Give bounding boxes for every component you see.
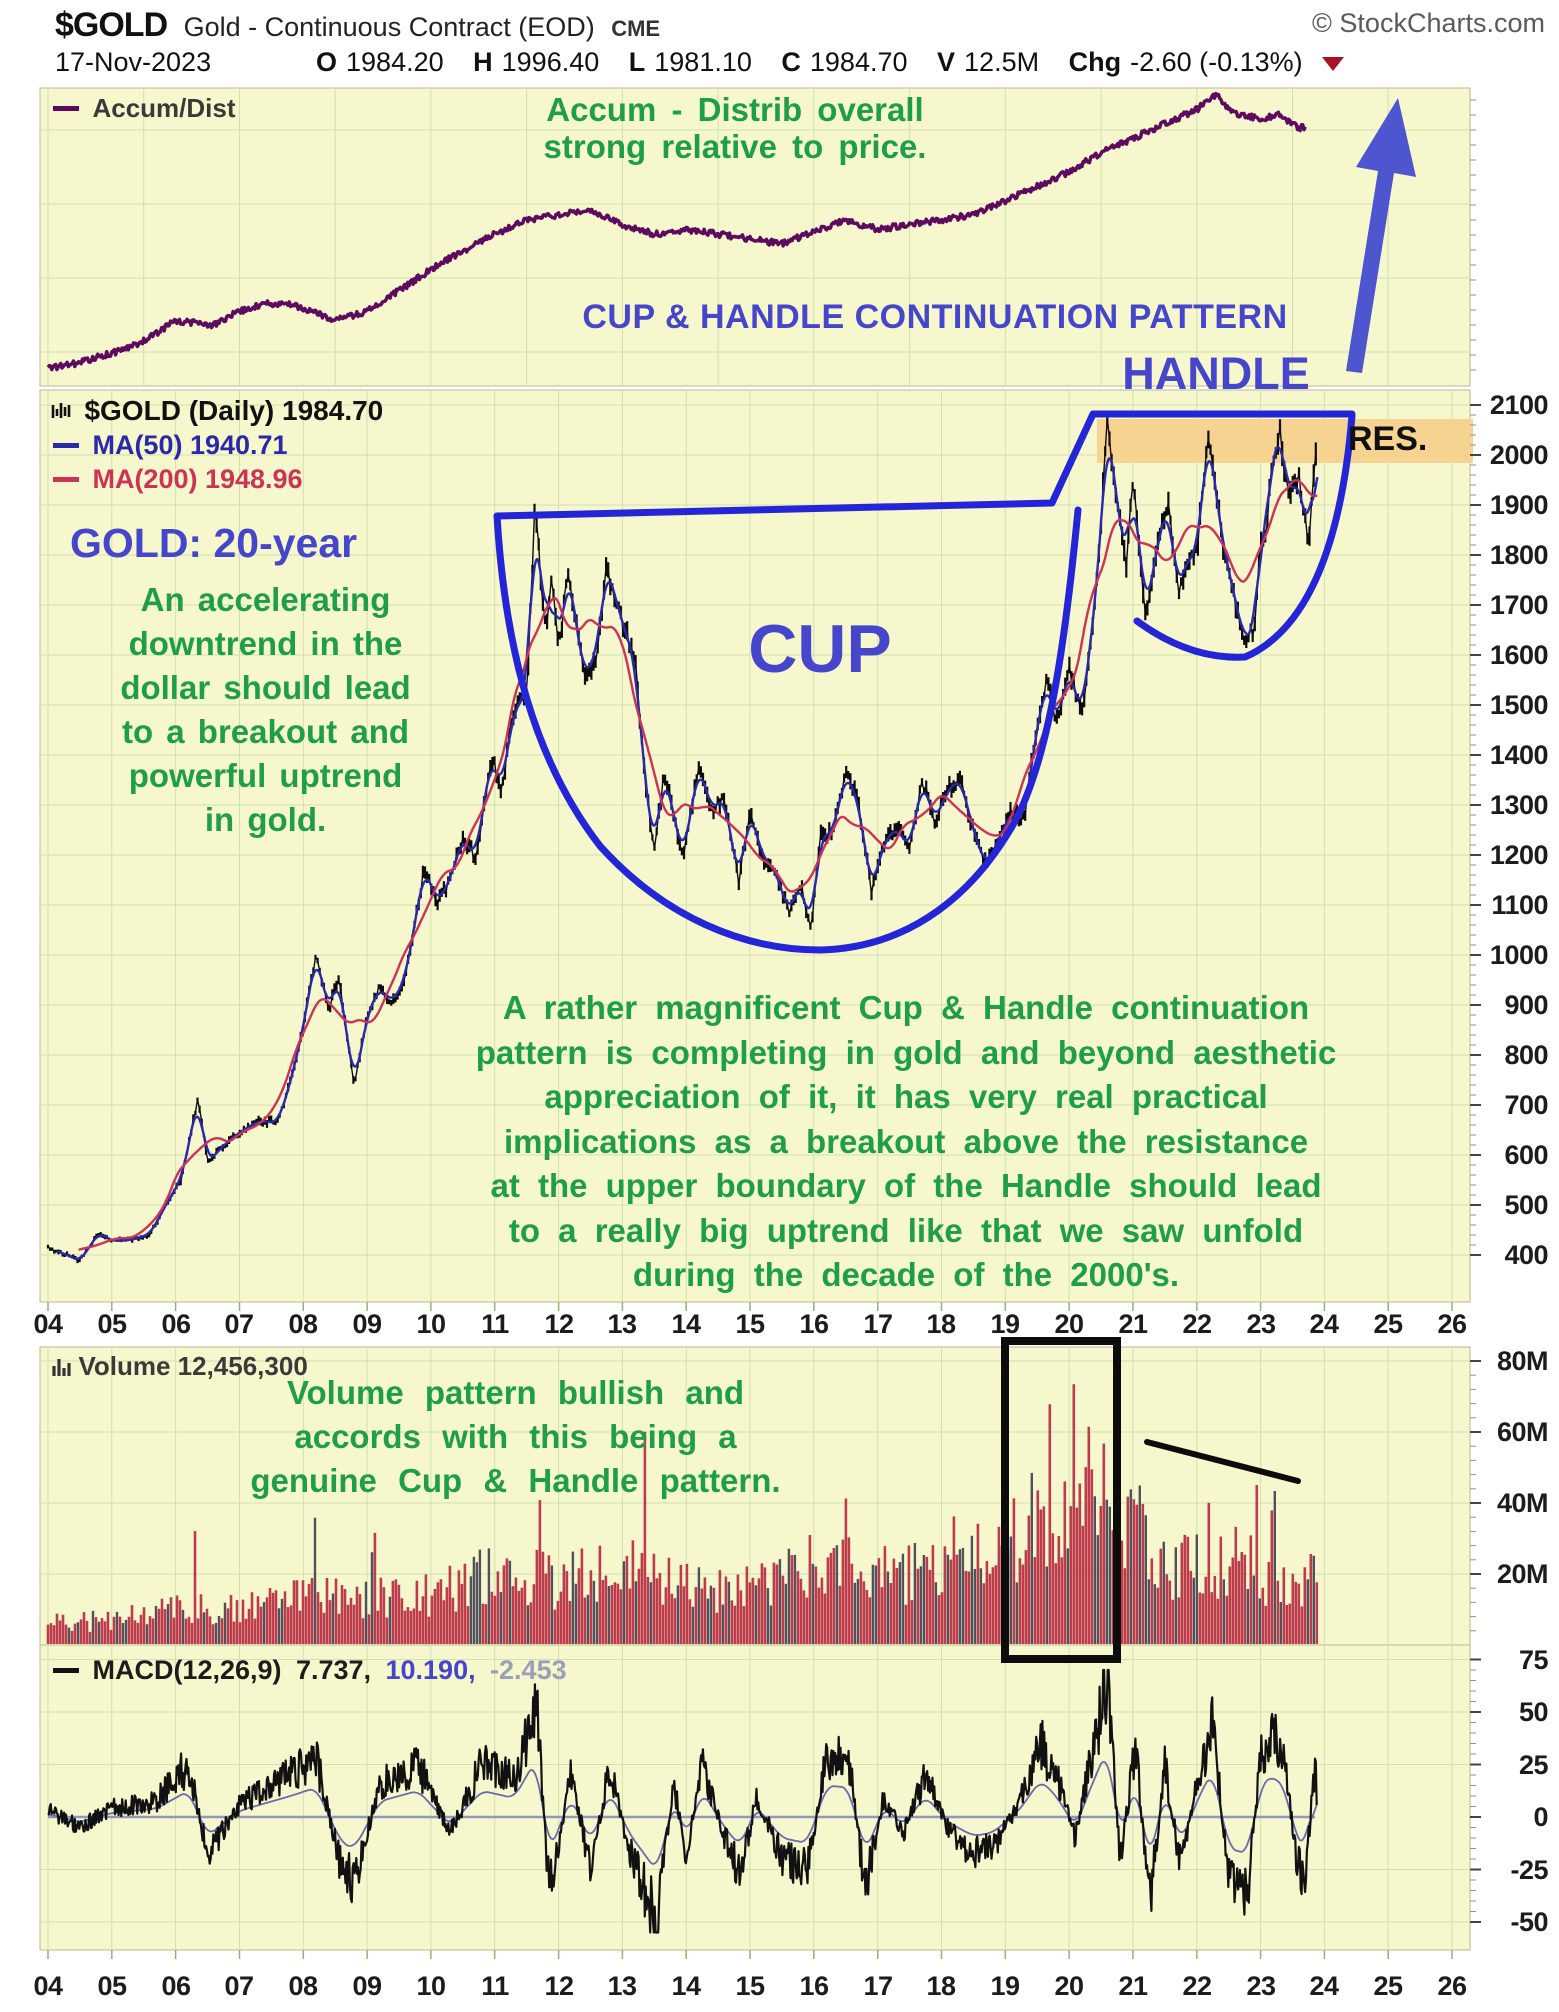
gold-note-line: to a breakout and — [121, 713, 410, 750]
cup-handle-paragraph-line: to a really big uptrend like that we saw… — [508, 1211, 1304, 1249]
cup-handle-paragraph-line: appreciation of it, it has very real pra… — [544, 1078, 1268, 1115]
high-label: H — [473, 47, 493, 77]
volume-legend[interactable]: Volume 12,456,300 — [50, 1351, 308, 1382]
volume-legend-label: Volume 12,456,300 — [78, 1351, 308, 1381]
change-value: -2.60 (-0.13%) — [1130, 47, 1303, 77]
resistance-label: RES. — [1348, 420, 1428, 458]
open-label: O — [316, 47, 338, 77]
accum-dist-legend[interactable]: Accum/Dist — [53, 93, 236, 124]
gold-note-line: dollar should lead — [120, 669, 411, 706]
accum-annotation-line: strong relative to price. — [543, 128, 927, 165]
cup-label: CUP — [748, 611, 892, 687]
macd-legend-label: MACD(12,26,9) — [92, 1655, 282, 1685]
instrument-name: Gold - Continuous Contract (EOD) — [183, 12, 595, 42]
macd-value: 7.737, — [295, 1655, 372, 1685]
gold-note: An accelerating downtrend in the dollar sh… — [38, 578, 493, 842]
close-value: 1984.70 — [809, 47, 908, 77]
symbol: $GOLD — [55, 6, 168, 44]
accum-dist-legend-label: Accum/Dist — [92, 93, 236, 123]
ma50-line-icon — [53, 443, 79, 448]
price-legend[interactable]: $GOLD (Daily) 1984.70 — [50, 395, 383, 427]
gold-note-line: An accelerating — [140, 581, 391, 618]
low-label: L — [628, 47, 646, 77]
cup-handle-paragraph-line: at the upper boundary of the Handle shou… — [490, 1167, 1322, 1204]
cup-handle-paragraph: A rather magnificent Cup & Handle contin… — [352, 986, 1460, 1298]
handle-label: HANDLE — [1122, 348, 1310, 399]
macd-signal-value: 10.190, — [385, 1655, 476, 1685]
macd-legend[interactable]: MACD(12,26,9) 7.737, 10.190, -2.453 — [53, 1655, 567, 1686]
header-title-row: $GOLD Gold - Continuous Contract (EOD) C… — [55, 6, 660, 45]
exchange: CME — [611, 16, 661, 41]
low-value: 1981.10 — [654, 47, 752, 77]
ma200-legend-label: MA(200) 1948.96 — [92, 464, 303, 494]
macd-line-icon — [53, 1668, 79, 1673]
accum-annotation: Accum - Distrib overall strong relative … — [400, 91, 1070, 165]
open-value: 1984.20 — [346, 47, 444, 77]
ma50-legend-label: MA(50) 1940.71 — [92, 430, 288, 460]
gold-note-line: powerful uptrend — [128, 757, 403, 794]
high-value: 1996.40 — [501, 47, 600, 77]
cup-handle-paragraph-line: implications as a breakout above the res… — [503, 1122, 1309, 1160]
macd-histogram-value: -2.453 — [490, 1655, 567, 1685]
ma200-legend[interactable]: MA(200) 1948.96 — [53, 464, 303, 495]
accum-dist-line-icon — [53, 106, 79, 111]
volume-value: 12.5M — [964, 47, 1040, 77]
quote-date: 17-Nov-2023 — [55, 47, 212, 77]
gold-note-line: in gold. — [204, 801, 327, 838]
volume-annotation-line: genuine Cup & Handle pattern. — [250, 1462, 781, 1499]
cup-handle-paragraph-line: during the decade of the 2000's. — [632, 1256, 1180, 1293]
volume-annotation: Volume pattern bullish and accords with t… — [128, 1371, 903, 1503]
change-down-triangle-icon — [1322, 56, 1345, 71]
quote-row: O 1984.20 H 1996.40 L 1981.10 C 1984.70 V 12.… — [316, 47, 1345, 78]
gold-note-line: downtrend in the — [128, 625, 403, 662]
candlestick-icon — [51, 403, 71, 418]
stockcharts-watermark: © StockCharts.com — [1312, 8, 1545, 38]
volume-annotation-line: Volume pattern bullish and — [286, 1374, 745, 1411]
volume-bars-icon — [52, 1358, 71, 1376]
volume-annotation-line: accords with this being a — [294, 1418, 737, 1455]
accum-annotation-line: Accum - Distrib overall — [546, 91, 924, 128]
volume-label: V — [937, 47, 956, 77]
close-label: C — [781, 47, 801, 77]
cup-handle-paragraph-line: A rather magnificent Cup & Handle contin… — [502, 989, 1310, 1026]
ma200-line-icon — [53, 477, 79, 482]
price-legend-label: $GOLD (Daily) 1984.70 — [84, 395, 384, 426]
gold-20-year-title: GOLD: 20-year — [70, 520, 358, 566]
ma50-legend[interactable]: MA(50) 1940.71 — [53, 430, 288, 461]
change-label: Chg — [1068, 47, 1122, 77]
pattern-title: CUP & HANDLE CONTINUATION PATTERN — [582, 298, 1288, 336]
cup-handle-paragraph-line: pattern is completing in gold and beyond… — [475, 1033, 1337, 1071]
